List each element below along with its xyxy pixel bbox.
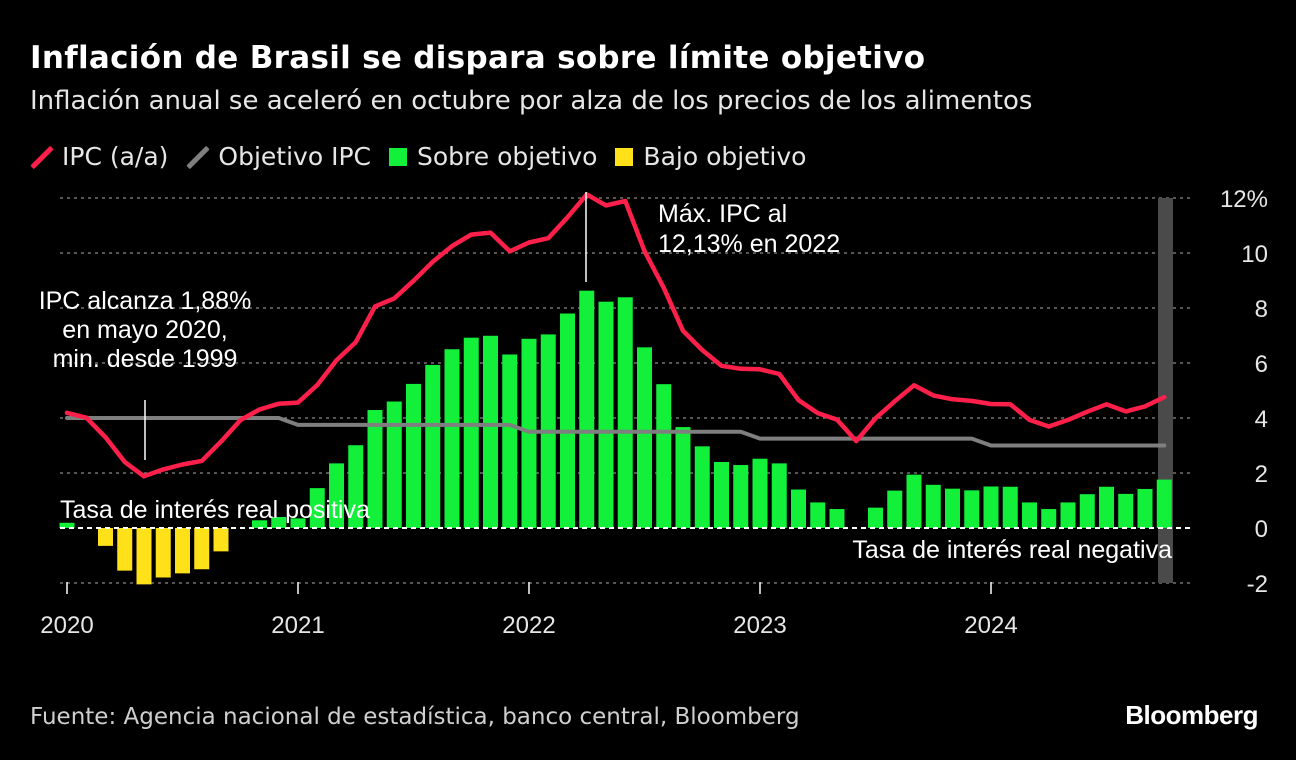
bar xyxy=(771,463,787,528)
bar xyxy=(1137,488,1153,528)
bar xyxy=(271,517,287,528)
bar xyxy=(98,528,113,546)
annotation-max-line: Máx. IPC al xyxy=(658,200,787,228)
bar xyxy=(829,509,845,528)
bar xyxy=(752,458,768,528)
y-tick-label: 12% xyxy=(1220,186,1268,213)
annotation-min-line: IPC alcanza 1,88% xyxy=(39,287,252,315)
bar xyxy=(617,297,633,528)
y-tick-label: 8 xyxy=(1255,296,1268,323)
bar xyxy=(1118,493,1134,528)
legend-item-bajo: Bajo objetivo xyxy=(615,142,806,171)
y-tick-label: 2 xyxy=(1255,461,1268,488)
bar xyxy=(348,445,364,528)
legend-label-bajo: Bajo objetivo xyxy=(643,142,807,171)
bar xyxy=(386,401,402,528)
bar xyxy=(964,490,980,528)
bar xyxy=(675,427,691,528)
legend-swatch-sobre xyxy=(389,147,407,166)
bar xyxy=(117,528,133,571)
bar xyxy=(309,488,325,528)
y-tick-label: -2 xyxy=(1247,571,1268,598)
bar xyxy=(637,347,652,528)
legend: IPC (a/a) Objetivo IPC Sobre objetivo Ba… xyxy=(30,142,824,171)
bar xyxy=(290,518,306,528)
annotation-max: Máx. IPC al 12,13% en 2022 xyxy=(658,200,840,258)
annotation-negative-real-rate: Tasa de interés real negativa xyxy=(852,536,1172,564)
bar xyxy=(367,410,383,528)
bar xyxy=(560,313,575,528)
bar xyxy=(502,354,518,528)
legend-label-ipc: IPC (a/a) xyxy=(62,142,169,171)
annotation-min-line: min. desde 1999 xyxy=(53,345,238,373)
target-line xyxy=(65,416,1167,448)
chart-plot: 12% 10 8 6 4 2 0 -2 2020 2021 2022 2023 2024 IPC alca… xyxy=(39,186,1268,639)
x-tick-label: 2021 xyxy=(271,612,324,639)
x-tick-label: 2020 xyxy=(40,612,93,639)
bar xyxy=(252,520,267,528)
bar xyxy=(329,463,344,528)
bar xyxy=(136,528,152,585)
bar xyxy=(1156,479,1172,528)
bar xyxy=(656,384,672,528)
bar xyxy=(1060,502,1076,528)
bar xyxy=(810,502,826,528)
x-tick-label: 2023 xyxy=(733,612,786,639)
legend-item-sobre: Sobre objetivo xyxy=(389,142,597,171)
chart-subtitle: Inflación anual se aceleró en octubre po… xyxy=(30,86,1033,116)
bar xyxy=(791,489,806,528)
bar xyxy=(213,528,229,552)
bar xyxy=(694,446,710,528)
bar xyxy=(733,465,749,528)
legend-item-ipc: IPC (a/a) xyxy=(30,142,168,171)
bar xyxy=(925,484,941,528)
bar xyxy=(406,383,421,528)
annotation-positive-real-rate: Tasa de interés real positiva xyxy=(60,496,370,524)
ipc-line xyxy=(64,192,1167,479)
bar xyxy=(598,301,614,528)
bar xyxy=(1079,494,1095,528)
y-tick-label: 0 xyxy=(1255,516,1268,543)
x-tick-label: 2022 xyxy=(502,612,555,639)
bar xyxy=(425,364,441,528)
annotation-negative-real-rate-line: Tasa de interés real negativa xyxy=(852,536,1172,564)
bar xyxy=(1002,486,1018,528)
legend-label-sobre: Sobre objetivo xyxy=(417,142,598,171)
annotation-min: IPC alcanza 1,88% en mayo 2020, min. desde… xyxy=(39,287,252,373)
bar xyxy=(59,522,75,528)
annotation-max-line: 12,13% en 2022 xyxy=(658,230,840,258)
bloomberg-logo: Bloomberg xyxy=(1125,700,1258,730)
bar xyxy=(887,490,903,528)
bar xyxy=(1041,509,1057,528)
y-tick-label: 6 xyxy=(1255,351,1268,378)
bar xyxy=(444,349,460,528)
chart-title: Inflación de Brasil se dispara sobre lím… xyxy=(30,40,926,76)
bar xyxy=(868,507,883,528)
legend-item-objetivo: Objetivo IPC xyxy=(186,142,371,171)
bar xyxy=(714,462,729,528)
bar xyxy=(194,528,210,570)
bar xyxy=(463,337,479,528)
bar xyxy=(1022,502,1037,528)
legend-swatch-bajo xyxy=(615,147,634,166)
bar xyxy=(155,528,171,578)
bar xyxy=(175,528,190,574)
bar xyxy=(579,290,595,528)
bar xyxy=(945,488,960,528)
x-tick-label: 2024 xyxy=(964,612,1017,639)
annotation-min-line: en mayo 2020, xyxy=(62,316,227,344)
annotation-positive-real-rate-line: Tasa de interés real positiva xyxy=(60,496,370,524)
bar xyxy=(906,474,922,528)
y-tick-label: 4 xyxy=(1255,406,1268,433)
bar xyxy=(983,486,999,528)
bar xyxy=(483,335,498,528)
y-tick-label: 10 xyxy=(1241,241,1268,268)
bar xyxy=(1099,486,1114,528)
legend-label-objetivo: Objetivo IPC xyxy=(218,142,371,171)
source-note: Fuente: Agencia nacional de estadística,… xyxy=(30,704,800,730)
